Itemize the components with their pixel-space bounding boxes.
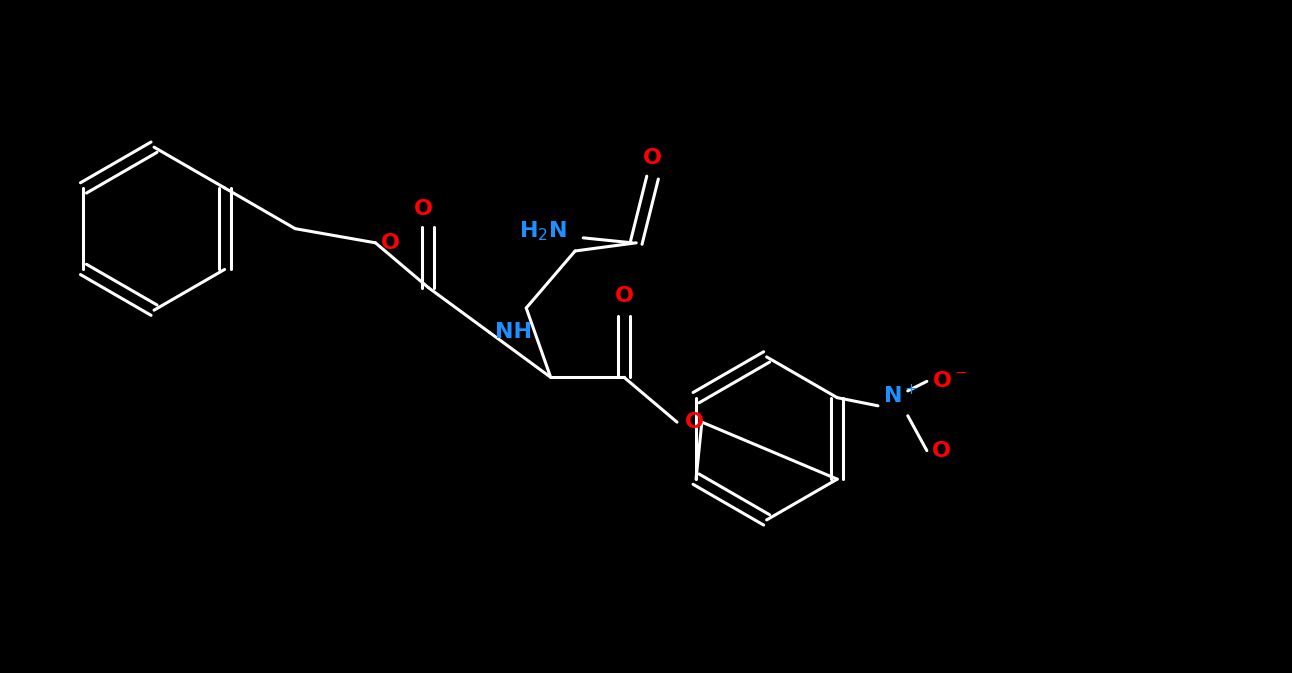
- Text: N$^+$: N$^+$: [882, 384, 919, 408]
- Text: O: O: [643, 147, 662, 168]
- Text: O: O: [380, 233, 399, 253]
- Text: O: O: [615, 286, 633, 306]
- Text: O: O: [413, 199, 433, 219]
- Text: O: O: [685, 412, 704, 432]
- Text: H$_2$N: H$_2$N: [519, 219, 567, 243]
- Text: NH: NH: [495, 322, 531, 343]
- Text: O$^-$: O$^-$: [932, 371, 968, 392]
- Text: O: O: [932, 441, 951, 460]
